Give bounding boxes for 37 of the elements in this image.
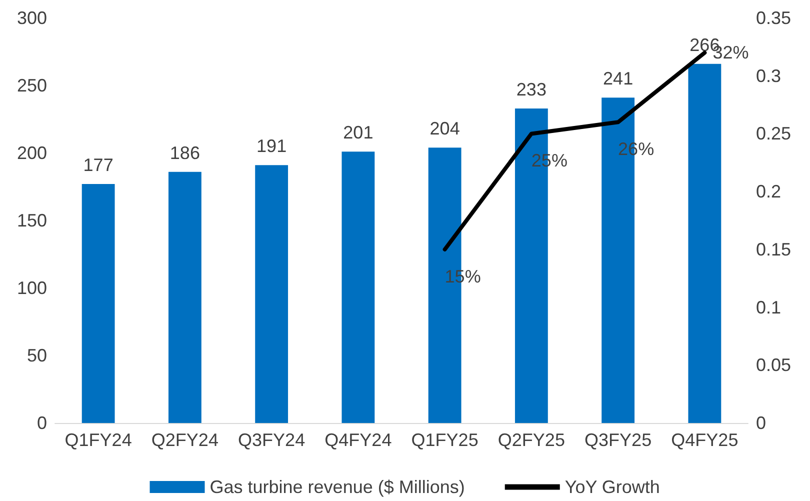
bar: [688, 64, 722, 423]
x-tick-label: Q2FY24: [151, 430, 218, 450]
x-tick-label: Q1FY25: [411, 430, 478, 450]
x-tick-label: Q4FY25: [671, 430, 738, 450]
data-label: 201: [343, 122, 374, 143]
y-tick-label: 0: [36, 413, 47, 433]
y-tick-label: 200: [16, 143, 47, 163]
data-label: 177: [83, 155, 114, 176]
x-tick-label: Q1FY24: [64, 430, 132, 450]
legend-label: YoY Growth: [564, 477, 660, 497]
data-label: 241: [603, 68, 634, 89]
bar: [82, 184, 115, 423]
y2-tick-label: 0: [756, 413, 766, 433]
y2-tick-label: 0.25: [756, 124, 792, 144]
bar: [255, 165, 288, 423]
y-tick-label: 100: [16, 278, 47, 298]
bar: [342, 152, 375, 423]
y-tick-label: 250: [16, 76, 47, 96]
x-tick-label: Q2FY25: [498, 430, 565, 450]
y-tick-label: 150: [16, 210, 47, 230]
data-label: 191: [256, 136, 287, 156]
x-tick-label: Q4FY24: [324, 430, 392, 450]
bar: [168, 172, 202, 423]
y-tick-label: 50: [26, 346, 47, 366]
y2-tick-label: 0.1: [756, 297, 782, 318]
y2-tick-label: 0.05: [756, 355, 792, 376]
y2-tick-label: 0.2: [756, 182, 782, 202]
y2-tick-label: 0.35: [756, 8, 792, 28]
x-tick-label: Q3FY24: [238, 430, 306, 450]
legend-label: Gas turbine revenue ($ Millions): [210, 477, 465, 497]
data-label: 204: [430, 118, 460, 139]
y-tick-label: 300: [16, 8, 47, 28]
y2-tick-label: 0.15: [756, 239, 792, 260]
data-label: 186: [170, 142, 200, 163]
x-tick-label: Q3FY25: [584, 430, 652, 450]
data-label: 233: [516, 79, 546, 100]
y2-tick-label: 0.3: [756, 66, 782, 86]
